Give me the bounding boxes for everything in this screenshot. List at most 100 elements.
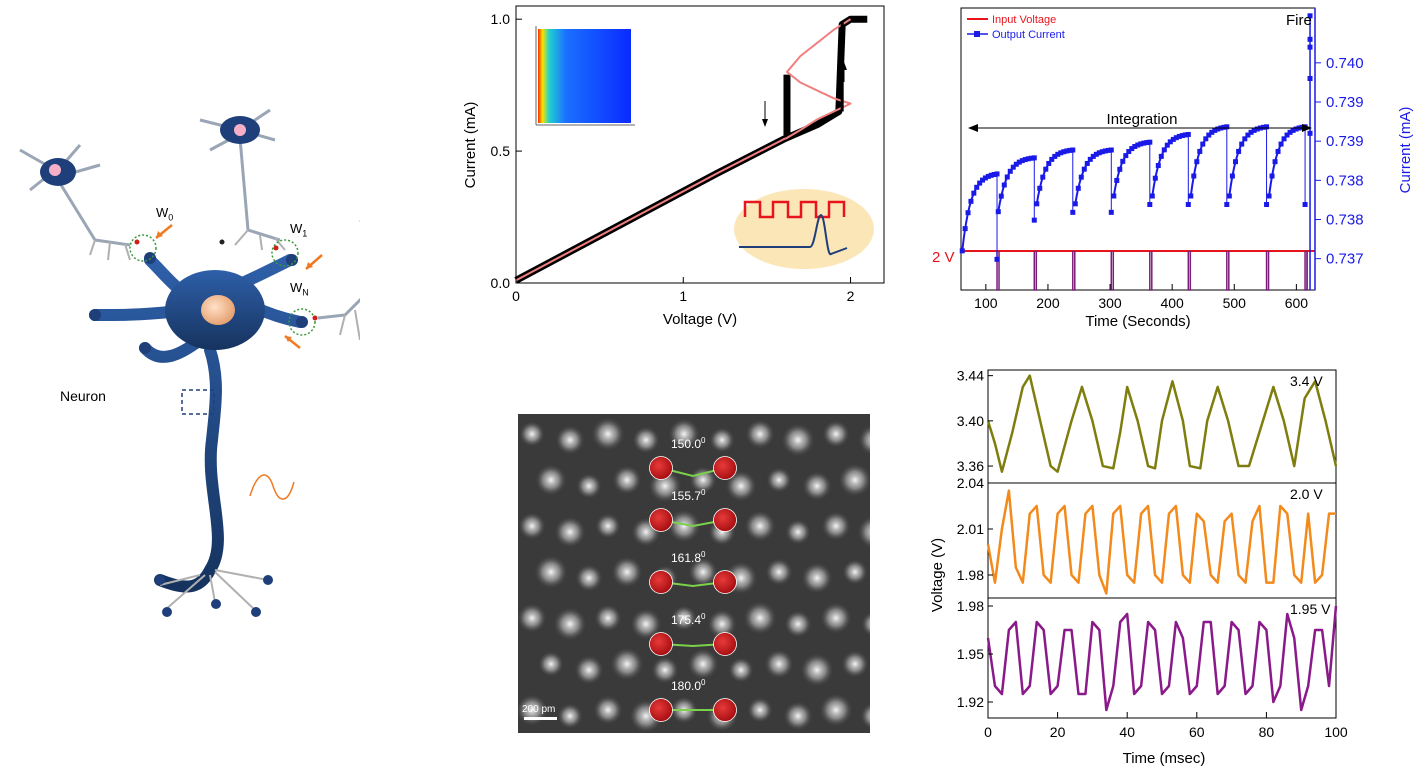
highlighted-atom-right-0 xyxy=(713,456,737,480)
highlighted-atom-left-0 xyxy=(649,456,673,480)
input-level-label: 2 V xyxy=(932,249,955,266)
lattice-atom xyxy=(838,463,872,497)
osc-ytick-label-0-2: 3.44 xyxy=(957,368,984,384)
output-current-point xyxy=(1182,132,1188,138)
main-neuron xyxy=(89,252,308,617)
output-current-point xyxy=(1149,193,1155,199)
lattice-atom xyxy=(728,657,754,683)
osc-frame-2 xyxy=(987,597,1337,719)
bond-angle-degree-0: 0 xyxy=(701,436,706,445)
lattice-atom xyxy=(595,513,621,539)
lattice-atom xyxy=(632,426,660,454)
lattice-atom xyxy=(765,558,793,586)
output-current-point xyxy=(1043,166,1049,172)
iv-xtick-label-2: 2 xyxy=(847,288,855,304)
lattice-atom xyxy=(611,556,643,588)
lattice-atom xyxy=(688,557,718,587)
highlighted-atom-right-2 xyxy=(713,570,737,594)
output-current-point xyxy=(1007,168,1013,174)
output-current-point xyxy=(988,172,994,178)
if-ytick-label-0: 0.737 xyxy=(1326,251,1364,268)
output-current-point xyxy=(1102,148,1108,154)
output-current-point xyxy=(1010,164,1016,170)
if-xtick-label-4: 500 xyxy=(1223,295,1247,311)
osc-series-0 xyxy=(986,374,1338,473)
integration-arrow xyxy=(968,124,1312,132)
if-ytick-label-1: 0.738 xyxy=(1326,212,1364,229)
iv-ytick-label-1: 0.5 xyxy=(491,143,511,159)
lattice-atom xyxy=(630,608,662,640)
output-current-point xyxy=(1144,140,1150,146)
lattice-atom xyxy=(575,564,603,592)
presynaptic-neuron-1 xyxy=(19,144,131,261)
scale-bar xyxy=(524,717,557,720)
highlighted-atom-left-3 xyxy=(649,632,673,656)
iv-plot-frame xyxy=(515,5,885,284)
output-current-point xyxy=(1264,202,1270,207)
bond-angle-label-1: 155.70 xyxy=(671,488,706,503)
lattice-atom xyxy=(517,603,547,633)
lattice-atom xyxy=(747,697,773,723)
output-current-point xyxy=(1111,193,1117,199)
legend-input-voltage: Input Voltage xyxy=(992,14,1056,26)
weight-sub-w1: 1 xyxy=(302,228,308,239)
iv-xtick-label-1: 1 xyxy=(679,288,687,304)
highlighted-atom-left-2 xyxy=(649,570,673,594)
output-current-point xyxy=(1245,132,1251,138)
output-current-point xyxy=(1067,147,1073,153)
iv-ytick-label-2: 1.0 xyxy=(491,11,511,27)
if-xtick-label-2: 300 xyxy=(1098,295,1122,311)
output-current-point xyxy=(1188,193,1194,199)
lattice-atom xyxy=(687,648,719,680)
bond-angle-degree-3: 0 xyxy=(701,612,706,621)
output-current-point xyxy=(1215,126,1221,132)
output-current-point xyxy=(1129,146,1135,152)
highlighted-atom-left-1 xyxy=(649,508,673,532)
osc-xtick-label-5: 100 xyxy=(1324,724,1348,740)
output-current-point xyxy=(998,193,1004,199)
weight-main-w1: W xyxy=(290,221,303,236)
lattice-atom xyxy=(821,511,851,541)
lattice-atom xyxy=(781,423,815,457)
input-pulse-3 xyxy=(1110,251,1115,291)
output-current-point xyxy=(1170,136,1176,142)
lattice-atom xyxy=(689,466,717,494)
if-x-axis-label: Time (Seconds) xyxy=(1085,313,1190,330)
output-current-point xyxy=(1126,149,1132,155)
lattice-atom xyxy=(553,607,587,641)
output-current-point xyxy=(959,248,965,254)
synapse-w1 xyxy=(271,239,299,267)
lattice-atom xyxy=(555,425,585,455)
output-current-point xyxy=(1167,139,1173,145)
integrate-fire-panel: 100 200 300 400 500 600 0.737 0.738 0.738 0.739 0.… xyxy=(924,0,1424,340)
weight-sub-w0: 0 xyxy=(168,212,174,223)
output-current-point xyxy=(1284,132,1290,138)
fire-label: Fire xyxy=(1286,12,1312,29)
input-pulse-2 xyxy=(1072,251,1076,291)
output-current-point xyxy=(991,172,997,178)
output-current-point xyxy=(971,190,977,196)
lattice-atom xyxy=(819,693,853,727)
output-current-point xyxy=(1260,124,1266,130)
lattice-atom xyxy=(668,418,700,450)
output-current-point xyxy=(980,177,986,183)
if-xtick-label-3: 400 xyxy=(1160,295,1184,311)
osc-series-label-2: 1.95 V xyxy=(1290,601,1331,617)
iv-y-axis-label: Current (mA) xyxy=(462,102,479,189)
weight-label-w1: W1 xyxy=(290,221,307,239)
lattice-atom xyxy=(671,605,697,631)
output-current-point xyxy=(1013,161,1019,167)
stem-micrograph: 150.00 155.70 161.80 175.40 180.00 200 pm xyxy=(516,414,909,733)
lattice-atom xyxy=(743,601,777,635)
output-current-point xyxy=(1025,156,1031,162)
output-current-point xyxy=(1197,148,1203,154)
output-current-point xyxy=(1034,201,1040,207)
output-current-point xyxy=(1209,129,1215,135)
output-current-point xyxy=(1016,159,1022,165)
output-current-point xyxy=(1173,135,1179,141)
lattice-atom xyxy=(576,473,602,499)
action-potential-wave-icon xyxy=(249,474,295,500)
lattice-atom xyxy=(538,651,564,677)
output-current-point xyxy=(994,256,1000,262)
lattice-atom xyxy=(783,701,813,731)
